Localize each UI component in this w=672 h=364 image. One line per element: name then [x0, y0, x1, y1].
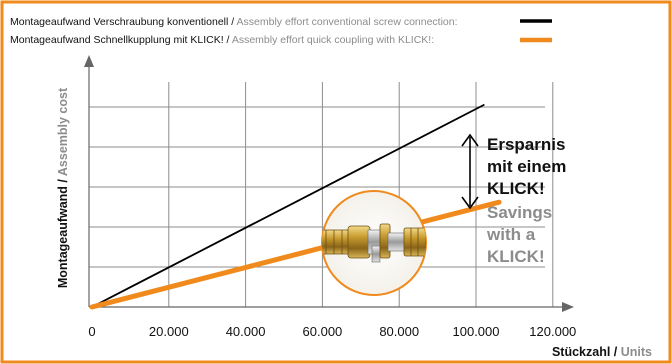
annotation-de-line-3: KLICK! — [487, 179, 545, 198]
series-line-1 — [89, 199, 502, 310]
x-tick-label-0: 0 — [88, 324, 95, 339]
y-axis-arrowhead — [84, 55, 94, 67]
x-axis-label: Stückzahl / Units — [552, 345, 652, 359]
x-tick-label-3: 60.000 — [303, 324, 343, 339]
x-tick-label-2: 40.000 — [226, 324, 266, 339]
annotation-en-line-3: KLICK! — [487, 247, 545, 266]
annotation-de: Ersparnis mit einem KLICK! — [487, 135, 566, 198]
legend-entry-klick: Montageaufwand Schnellkupplung mit KLICK… — [10, 34, 434, 46]
annotation-de-line-2: mit einem — [487, 157, 566, 176]
savings-arrow — [461, 133, 479, 210]
x-tick-label-4: 80.000 — [379, 324, 419, 339]
x-tick-label-5: 100.000 — [453, 324, 500, 339]
annotation-de-line-1: Ersparnis — [487, 135, 565, 154]
series — [89, 104, 502, 310]
legend-entry-conventional: Montageaufwand Verschraubung konventione… — [10, 16, 458, 28]
axes — [84, 55, 574, 312]
series-line-0 — [91, 104, 485, 308]
x-tick-label-1: 20.000 — [149, 324, 189, 339]
annotation-en-line-2: with a — [486, 225, 536, 244]
x-tick-labels: 0 20.000 40.000 60.000 80.000 100.000 120.000 — [88, 324, 576, 339]
y-axis-label: Montageaufwand / Assembly cost — [56, 87, 70, 288]
legend: Montageaufwand Verschraubung konventione… — [10, 16, 552, 46]
annotation-en-line-1: Savings — [487, 203, 552, 222]
annotation-en: Savings with a KLICK! — [486, 203, 552, 266]
quick-coupling-photo-icon — [321, 190, 427, 296]
x-axis-arrowhead — [562, 302, 574, 312]
x-tick-label-6: 120.000 — [529, 324, 576, 339]
